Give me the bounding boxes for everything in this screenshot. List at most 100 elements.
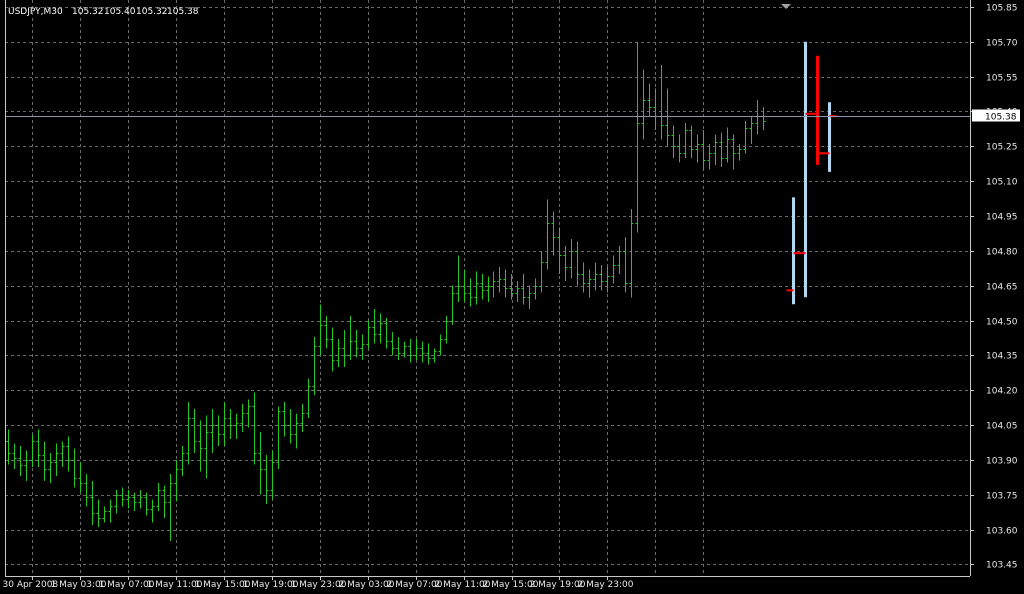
ohlc-bar [300, 404, 305, 432]
ohlc-bar [743, 120, 748, 154]
ohlc-bar [378, 313, 383, 344]
ohlc-bar [480, 274, 485, 300]
ohlc-bar [282, 401, 287, 437]
ohlc-bar [192, 408, 197, 453]
y-tick-label: 103.60 [986, 527, 1018, 537]
ohlc-bar [647, 83, 652, 117]
ohlc-bar [102, 506, 107, 523]
ohlc-bar [372, 308, 377, 344]
ohlc-bar [108, 499, 113, 523]
ohlc-bar [222, 401, 227, 446]
ohlc-bar [462, 269, 467, 302]
ohlc-bar [408, 339, 413, 363]
ohlc-bar [264, 455, 269, 504]
ohlc-bar [126, 490, 131, 509]
ohlc-bar [527, 285, 532, 309]
ohlc-bar [240, 404, 245, 432]
ohlc-bar [593, 262, 598, 291]
ohlc-bar [629, 209, 634, 298]
ohlc-bar [713, 134, 718, 165]
ohlc-bar [426, 343, 431, 365]
ohlc-bar [348, 315, 353, 360]
y-tick-label: 105.25 [986, 143, 1018, 153]
y-tick-label: 105.10 [986, 178, 1018, 188]
ohlc-bar [228, 408, 233, 439]
x-tick-label: 1 May 07:00 [99, 580, 155, 590]
ohlc-bar [390, 332, 395, 356]
ohlc-bar [689, 125, 694, 158]
ohlc-bar [719, 132, 724, 168]
low-value: 105.32 [136, 7, 168, 17]
ohlc-bar [587, 269, 592, 298]
ohlc-bar [557, 227, 562, 275]
ohlc-bar [294, 413, 299, 449]
ohlc-bar [96, 499, 101, 528]
y-tick-label: 103.75 [986, 492, 1018, 502]
ohlc-bar [114, 490, 119, 514]
ohlc-bar [306, 378, 311, 419]
ohlc-bar [605, 267, 610, 293]
symbol-label: USDJPY,M30 [8, 7, 63, 17]
ohlc-bar [54, 443, 59, 477]
current-price-marker: 105.38 [972, 109, 1020, 123]
shift-marker-icon[interactable] [781, 4, 791, 9]
ohlc-bar [438, 334, 443, 356]
ohlc-bar [324, 315, 329, 349]
y-tick-label: 104.50 [986, 318, 1018, 328]
ohlc-bar [737, 144, 742, 161]
ohlc-bar [725, 127, 730, 163]
ohlc-bar [414, 339, 419, 360]
y-tick-label: 104.05 [986, 422, 1018, 432]
ohlc-bar [48, 452, 53, 484]
ohlc-bar [270, 450, 275, 500]
ohlc-bar [186, 401, 191, 465]
ohlc-bar [138, 490, 143, 509]
ohlc-bar [533, 278, 538, 300]
ohlc-bar [497, 267, 502, 293]
ohlc-bar [210, 408, 215, 453]
ohlc-bar [90, 480, 95, 525]
ohlc-bar [450, 285, 455, 326]
ohlc-bar [486, 276, 491, 302]
ohlc-bar [174, 459, 179, 502]
ohlc-bar [432, 348, 437, 363]
ohlc-bar [132, 492, 137, 511]
ohlc-bar [60, 441, 65, 467]
ohlc-bar [360, 334, 365, 360]
ohlc-bar [144, 492, 149, 516]
ohlc-bar [6, 429, 11, 465]
ohlc-bar [12, 443, 17, 470]
ohlc-bar [707, 144, 712, 170]
ohlc-bar [66, 436, 71, 472]
ohlc-bar [258, 432, 263, 495]
high-value: 105.40 [104, 7, 136, 17]
ohlc-bar [474, 271, 479, 305]
x-tick-label: 2 May 19:00 [530, 580, 586, 590]
grid [5, 0, 970, 576]
ohlc-bar [671, 125, 676, 158]
x-tick-label: 2 May 11:00 [435, 580, 491, 590]
ohlc-bar [731, 134, 736, 170]
y-tick-label: 105.55 [986, 74, 1018, 84]
ohlc-bar [611, 255, 616, 284]
ohlc-bar [509, 274, 514, 300]
x-tick-label: 1 May 19:00 [243, 580, 299, 590]
ohlc-bar [342, 329, 347, 367]
ohlc-bar [491, 271, 496, 298]
ohlc-bar [42, 441, 47, 481]
ohlc-bar [665, 88, 670, 147]
ohlc-bar [569, 239, 574, 279]
ohlc-bar [156, 483, 161, 511]
ohlc-bar [168, 473, 173, 542]
ohlc-bar [701, 130, 706, 170]
x-tick-label: 1 May 11:00 [147, 580, 203, 590]
x-tick-label: 2 May 03:00 [339, 580, 395, 590]
y-tick-label: 105.85 [986, 4, 1018, 14]
ohlc-bar [198, 420, 203, 472]
ohlc-bar [515, 281, 520, 302]
ohlc-bar [456, 255, 461, 302]
chart-header: USDJPY,M30 105.32 105.40 105.32 105.38 [8, 7, 199, 17]
x-tick-label: 1 May 23:00 [291, 580, 347, 590]
